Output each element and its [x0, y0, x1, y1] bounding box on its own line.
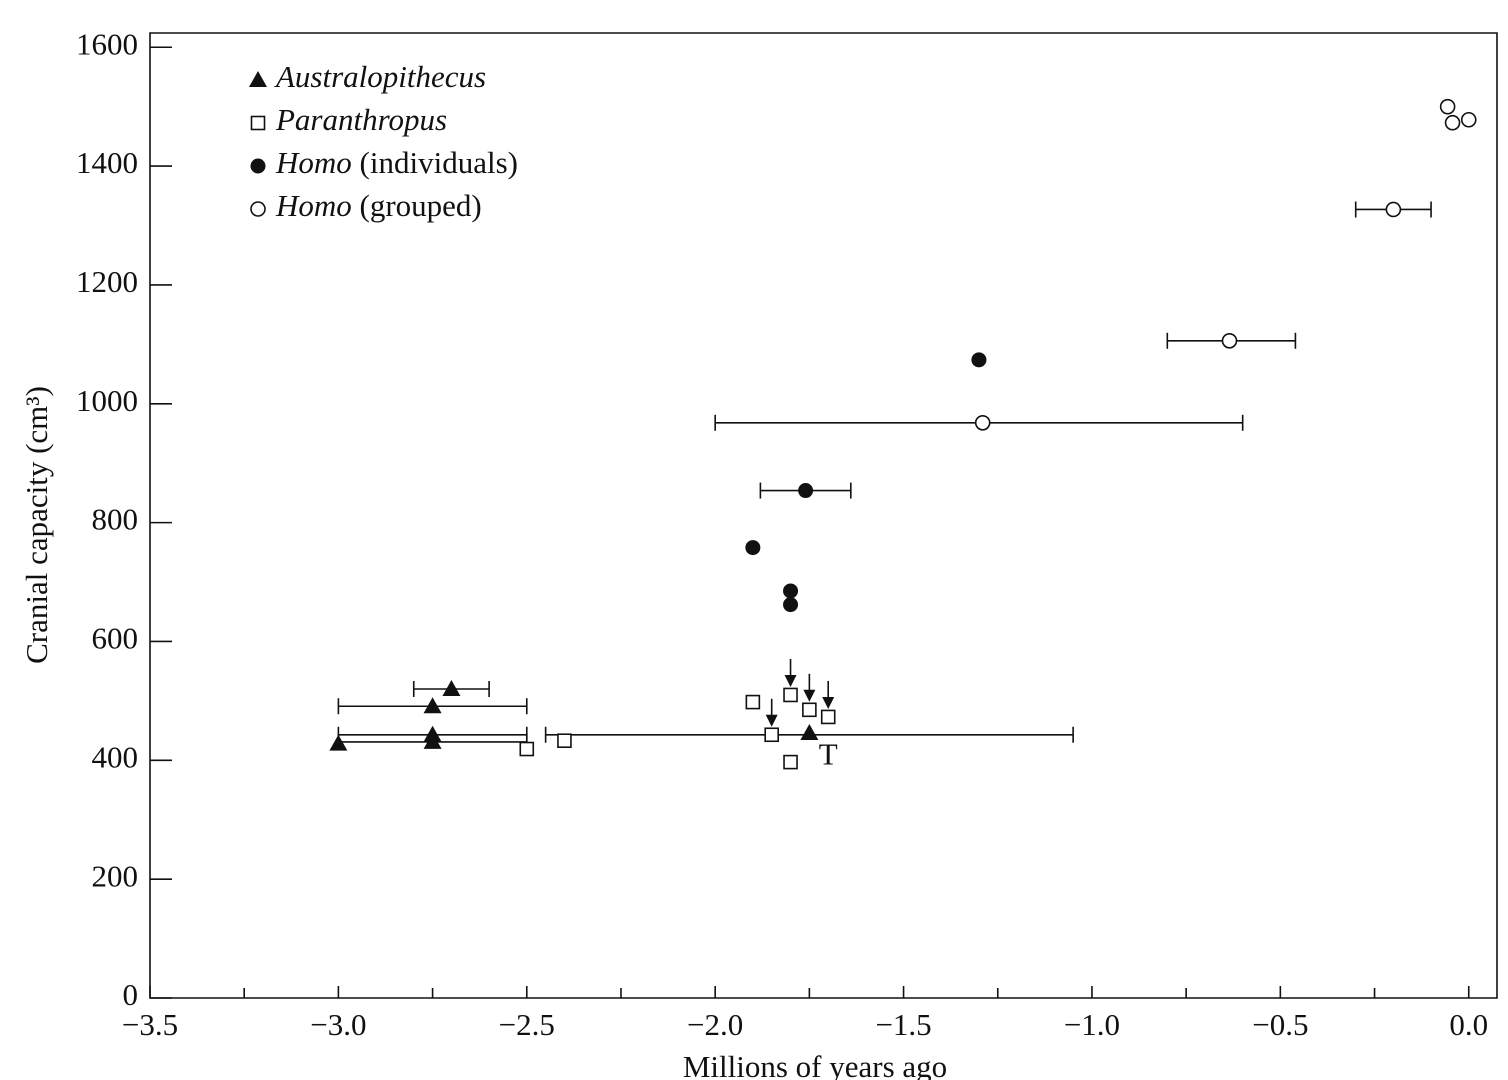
point	[442, 680, 461, 697]
point	[802, 702, 817, 718]
legend-label: Australopithecus	[274, 59, 486, 94]
x-tick-label: −1.0	[1064, 1007, 1120, 1042]
point	[971, 352, 987, 368]
point	[974, 415, 991, 431]
y-tick-label: 0	[123, 977, 139, 1012]
point	[557, 733, 572, 749]
point	[519, 741, 535, 757]
x-tick-label: −3.5	[122, 1007, 178, 1042]
arrow-head	[765, 714, 778, 727]
point	[800, 723, 819, 740]
y-tick-label: 600	[92, 621, 139, 656]
point	[1439, 98, 1456, 115]
legend-marker	[250, 201, 266, 217]
legend-label: Paranthropus	[275, 102, 447, 137]
arrow-head	[822, 696, 835, 709]
point	[1221, 333, 1238, 349]
y-tick-label: 400	[92, 739, 139, 774]
legend-marker	[249, 71, 267, 87]
point	[783, 597, 799, 613]
point	[423, 732, 442, 749]
y-tick-label: 1400	[76, 145, 138, 180]
legend-label: Homo (individuals)	[275, 145, 518, 180]
point	[783, 583, 799, 599]
point	[1460, 111, 1477, 128]
point	[329, 734, 348, 751]
y-tick-label: 1200	[76, 264, 138, 299]
x-tick-label: 0.0	[1449, 1007, 1488, 1042]
error-bar	[544, 726, 1074, 743]
point	[783, 754, 798, 770]
x-tick-label: −0.5	[1252, 1007, 1308, 1042]
point	[764, 727, 779, 743]
y-tick-label: 200	[92, 858, 139, 893]
arrow-head	[803, 689, 816, 702]
y-tick-label: 1600	[76, 26, 138, 61]
point	[798, 483, 814, 499]
point	[745, 540, 761, 556]
legend-label: Homo (grouped)	[275, 188, 482, 223]
x-tick-label: −2.0	[687, 1007, 743, 1042]
point	[1444, 114, 1461, 131]
arrow-head	[784, 674, 797, 687]
plot-frame	[149, 32, 1498, 999]
point	[423, 697, 442, 714]
y-tick-label: 1000	[76, 383, 138, 418]
point	[783, 687, 798, 703]
annotation: T	[819, 736, 838, 771]
x-axis-label: Millions of years ago	[683, 1049, 947, 1080]
legend-marker	[250, 115, 266, 131]
y-axis-label: Cranial capacity (cm³)	[19, 386, 54, 664]
legend-marker	[250, 158, 266, 174]
y-tick-label: 800	[92, 502, 139, 537]
x-tick-label: −2.5	[499, 1007, 555, 1042]
point	[1385, 201, 1402, 218]
x-tick-label: −1.5	[875, 1007, 931, 1042]
point	[745, 694, 761, 710]
point	[820, 709, 836, 725]
x-tick-label: −3.0	[310, 1007, 366, 1042]
